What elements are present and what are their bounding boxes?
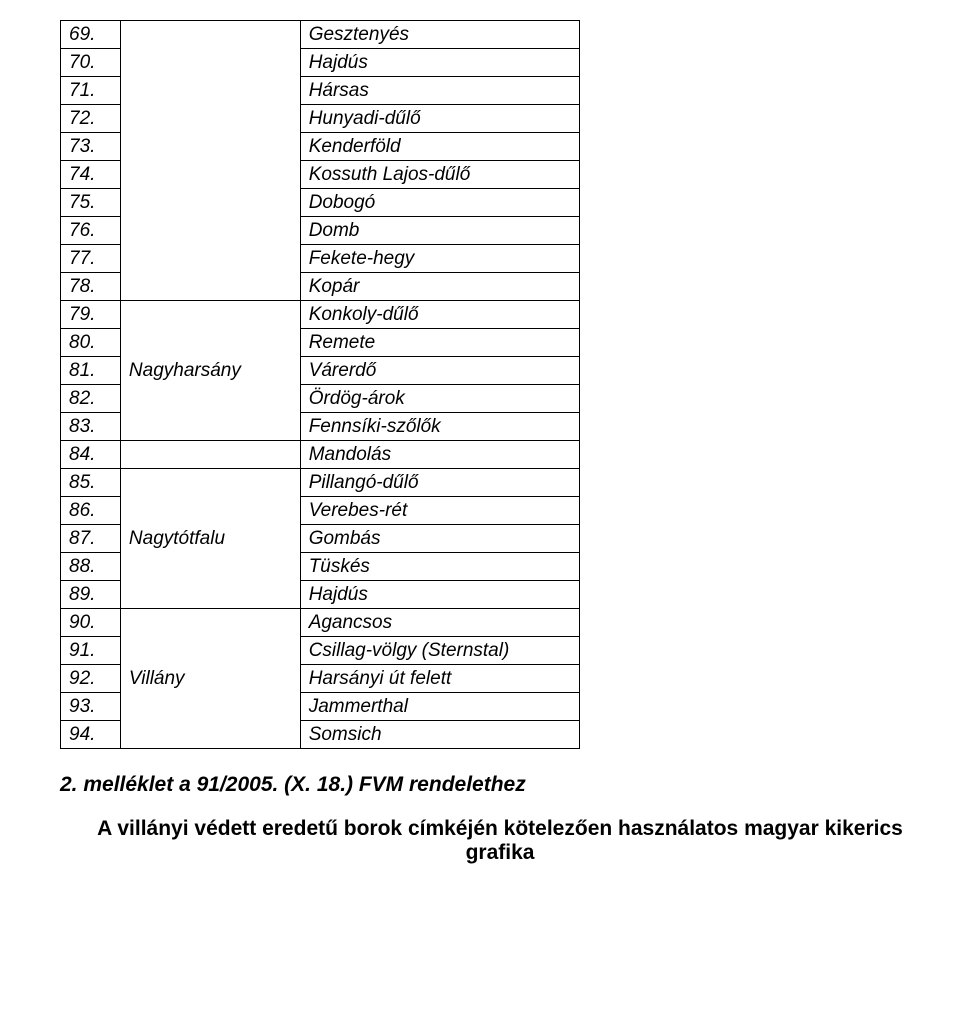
row-number: 92. (61, 665, 121, 693)
place-cell: Verebes-rét (300, 497, 579, 525)
row-number: 80. (61, 329, 121, 357)
row-number: 83. (61, 413, 121, 441)
row-number: 84. (61, 441, 121, 469)
table-row: 84. Mandolás (61, 441, 580, 469)
place-cell: Kenderföld (300, 133, 579, 161)
place-cell: Domb (300, 217, 579, 245)
row-number: 71. (61, 77, 121, 105)
region-cell: Nagytótfalu (120, 469, 300, 609)
row-number: 90. (61, 609, 121, 637)
place-cell: Csillag-völgy (Sternstal) (300, 637, 579, 665)
place-cell: Somsich (300, 721, 579, 749)
table-row: 85.NagytótfaluPillangó-dűlő (61, 469, 580, 497)
row-number: 79. (61, 301, 121, 329)
row-number: 82. (61, 385, 121, 413)
row-number: 81. (61, 357, 121, 385)
footer-title: 2. melléklet a 91/2005. (X. 18.) FVM ren… (60, 773, 900, 797)
row-number: 94. (61, 721, 121, 749)
place-cell: Ördög-árok (300, 385, 579, 413)
row-number: 74. (61, 161, 121, 189)
place-cell: Hunyadi-dűlő (300, 105, 579, 133)
table-row: 79.NagyharsányKonkoly-dűlő (61, 301, 580, 329)
place-cell: Kopár (300, 273, 579, 301)
table-body: 69. Gesztenyés 70. Hajdús 71. Hársas 72. Hunyad… (61, 21, 580, 749)
place-cell: Fekete-hegy (300, 245, 579, 273)
places-table: 69. Gesztenyés 70. Hajdús 71. Hársas 72. Hunyad… (60, 20, 580, 749)
row-number: 77. (61, 245, 121, 273)
row-number: 89. (61, 581, 121, 609)
place-cell: Remete (300, 329, 579, 357)
row-number: 69. (61, 21, 121, 49)
region-cell (120, 441, 300, 469)
place-cell: Jammerthal (300, 693, 579, 721)
place-cell: Gesztenyés (300, 21, 579, 49)
row-number: 70. (61, 49, 121, 77)
row-number: 85. (61, 469, 121, 497)
place-cell: Agancsos (300, 609, 579, 637)
row-number: 75. (61, 189, 121, 217)
row-number: 73. (61, 133, 121, 161)
row-number: 87. (61, 525, 121, 553)
footer-text: A villányi védett eredetű borok címkéjén… (60, 817, 940, 865)
row-number: 91. (61, 637, 121, 665)
row-number: 76. (61, 217, 121, 245)
row-number: 88. (61, 553, 121, 581)
place-cell: Konkoly-dűlő (300, 301, 579, 329)
place-cell: Harsányi út felett (300, 665, 579, 693)
place-cell: Hajdús (300, 581, 579, 609)
region-cell: Nagyharsány (120, 301, 300, 441)
place-cell: Fennsíki-szőlők (300, 413, 579, 441)
row-number: 93. (61, 693, 121, 721)
row-number: 78. (61, 273, 121, 301)
place-cell: Dobogó (300, 189, 579, 217)
place-cell: Kossuth Lajos-dűlő (300, 161, 579, 189)
place-cell: Hajdús (300, 49, 579, 77)
place-cell: Hársas (300, 77, 579, 105)
region-cell: Villány (120, 609, 300, 749)
place-cell: Mandolás (300, 441, 579, 469)
table-row: 69. Gesztenyés (61, 21, 580, 49)
table-row: 90.VillányAgancsos (61, 609, 580, 637)
place-cell: Gombás (300, 525, 579, 553)
place-cell: Pillangó-dűlő (300, 469, 579, 497)
region-cell (120, 21, 300, 301)
place-cell: Várerdő (300, 357, 579, 385)
row-number: 86. (61, 497, 121, 525)
place-cell: Tüskés (300, 553, 579, 581)
row-number: 72. (61, 105, 121, 133)
